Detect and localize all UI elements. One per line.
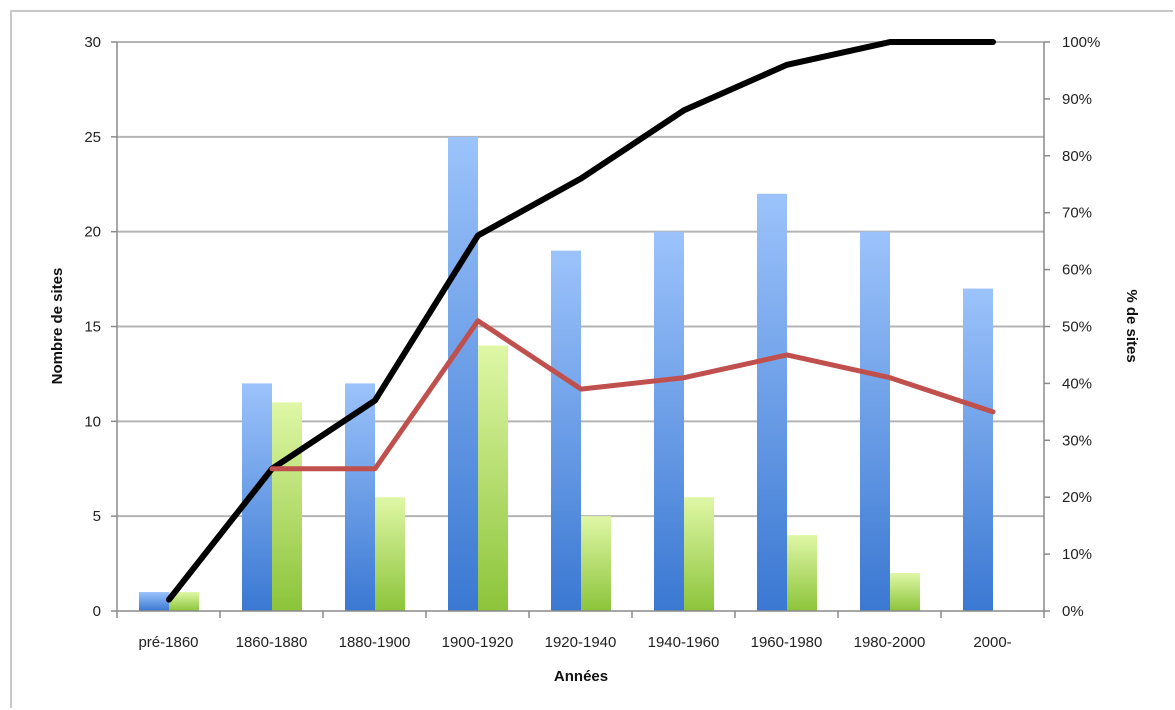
axes <box>111 41 1050 618</box>
x-tick-label: 1940-1960 <box>648 634 720 651</box>
y-tick-label: 30 <box>84 34 101 51</box>
line-series-1 <box>166 39 996 603</box>
x-tick-label: 1900-1920 <box>442 634 514 651</box>
bar-series-1 <box>139 592 169 611</box>
chart-frame <box>10 10 1173 708</box>
bar-series-2 <box>890 573 920 611</box>
y2-tick-label: 80% <box>1062 148 1092 165</box>
y-tick-label: 5 <box>93 508 101 525</box>
y2-axis-title: % de sites <box>1123 289 1140 362</box>
tick-labels: 0 5 10 15 20 25 30 0% 10% 20% 30% 40% 50% 60% 70% 80% 90… <box>84 34 1100 651</box>
y2-tick-label: 10% <box>1062 546 1092 563</box>
y-tick-label: 20 <box>84 224 101 241</box>
x-tick-label: 1980-2000 <box>854 634 926 651</box>
bars <box>139 136 993 612</box>
y2-tick-label: 0% <box>1062 603 1084 620</box>
bar-series-2 <box>478 345 508 611</box>
y-tick-label: 0 <box>93 603 101 620</box>
y-tick-label: 15 <box>84 319 101 336</box>
x-axis-title: Années <box>554 668 608 685</box>
y2-tick-label: 20% <box>1062 489 1092 506</box>
x-tick-label: 1860-1880 <box>236 634 308 651</box>
bar-series-2 <box>272 402 302 611</box>
bar-series-1 <box>860 231 890 611</box>
bar-series-1 <box>654 231 684 611</box>
bar-series-1 <box>448 136 478 612</box>
x-tick-label: 2000- <box>973 634 1011 651</box>
y-tick-label: 25 <box>84 129 101 146</box>
y-tick-label: 10 <box>84 413 101 430</box>
y2-tick-label: 90% <box>1062 91 1092 108</box>
bar-series-2 <box>684 497 714 611</box>
y2-tick-label: 70% <box>1062 205 1092 222</box>
bar-series-1 <box>551 250 581 611</box>
x-tick-label: 1880-1900 <box>339 634 411 651</box>
y2-tick-label: 30% <box>1062 432 1092 449</box>
x-tick-label: 1920-1940 <box>545 634 617 651</box>
bar-series-2 <box>581 516 611 611</box>
bar-series-1 <box>757 193 787 611</box>
lines <box>166 39 996 603</box>
bar-series-2 <box>787 535 817 611</box>
y2-tick-label: 60% <box>1062 262 1092 279</box>
y-axis-title: Nombre de sites <box>49 268 66 385</box>
x-tick-label: 1960-1980 <box>751 634 823 651</box>
y2-tick-label: 40% <box>1062 375 1092 392</box>
y2-tick-label: 50% <box>1062 319 1092 336</box>
x-tick-label: pré-1860 <box>138 634 198 651</box>
bar-series-2 <box>169 592 199 611</box>
line-series-2 <box>269 318 996 472</box>
y2-tick-label: 100% <box>1062 34 1100 51</box>
bar-series-1 <box>963 288 993 611</box>
bar-series-1 <box>345 383 375 611</box>
bar-series-2 <box>375 497 405 611</box>
